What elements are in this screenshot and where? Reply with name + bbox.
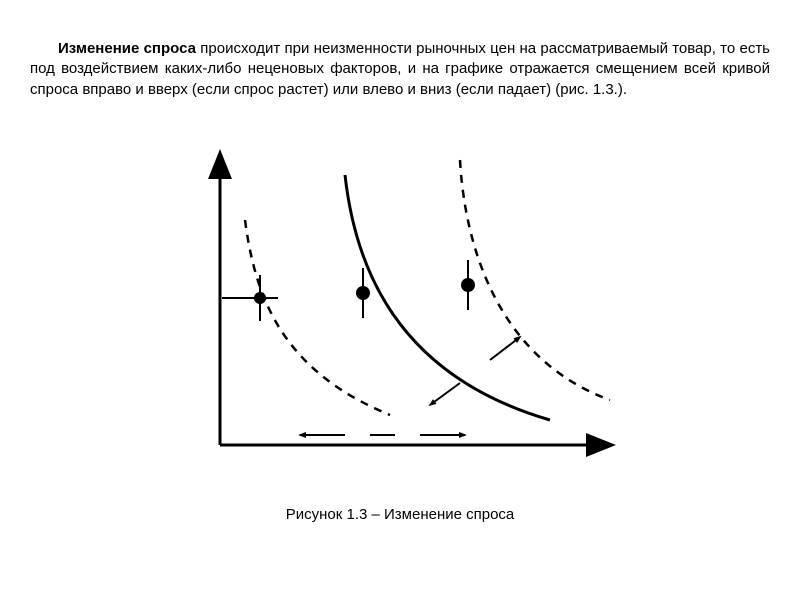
arrow_down_left xyxy=(430,383,460,405)
page: Изменение спроса происходит при неизменн… xyxy=(0,0,800,600)
point-0 xyxy=(254,292,266,304)
intro-paragraph: Изменение спроса происходит при неизменн… xyxy=(30,39,770,100)
demand-shift-figure xyxy=(160,115,640,500)
curve-middle_solid xyxy=(345,175,550,420)
arrow_up_right xyxy=(490,337,520,360)
point-2 xyxy=(461,278,475,292)
point-1 xyxy=(356,286,370,300)
curve-right_dashed xyxy=(460,160,610,400)
figure-wrap: Рисунок 1.3 – Изменение спроса xyxy=(30,115,770,523)
figure-caption: Рисунок 1.3 – Изменение спроса xyxy=(30,506,770,523)
curve-left_dashed xyxy=(245,220,390,415)
intro-bold: Изменение спроса xyxy=(58,40,196,57)
demand-shift-svg xyxy=(160,115,640,495)
